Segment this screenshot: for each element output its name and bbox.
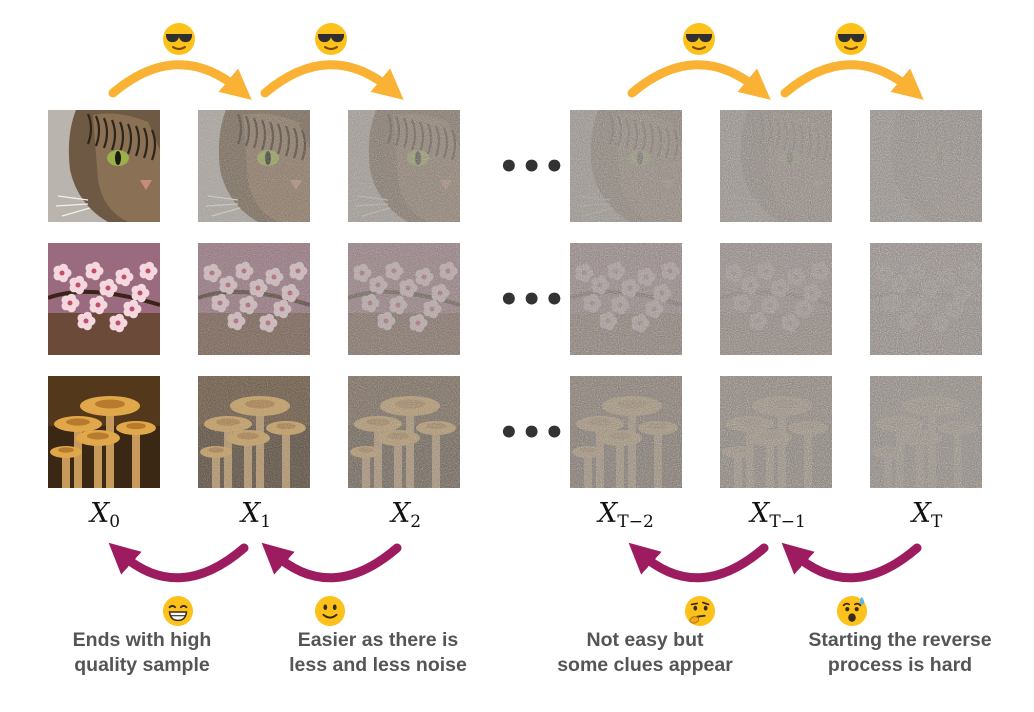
caption-high-quality: Ends with high quality sample (72, 629, 212, 676)
tile-blossom-5 (870, 243, 982, 355)
ellipsis-row-3: ••• (498, 413, 567, 453)
label-xt-2: XT−2 (598, 498, 654, 532)
forward-arrow-0-1 (108, 60, 252, 100)
sunglasses-face-icon (163, 23, 195, 55)
thinking-face-icon (684, 595, 716, 627)
label-x1: X1 (240, 498, 272, 532)
anxious-sweat-face-icon (836, 595, 868, 627)
tile-cat-0 (48, 110, 160, 222)
sunglasses-face-icon (835, 23, 867, 55)
reverse-arrow-1-0 (108, 542, 249, 583)
tile-cat-3 (570, 110, 682, 222)
label-x2: X2 (390, 498, 422, 532)
reverse-arrows (108, 542, 922, 583)
forward-arrow-t2-t1 (627, 60, 771, 100)
sunglasses-face-icon (683, 23, 715, 55)
smiling-face-icon (314, 595, 346, 627)
tile-mushroom-4 (720, 376, 832, 488)
ellipsis-row-2: ••• (498, 280, 567, 320)
tile-blossom-4 (720, 243, 832, 355)
tile-cat-4 (720, 110, 832, 222)
reverse-arrow-2-1 (261, 542, 402, 583)
tile-mushroom-2 (348, 376, 460, 488)
tile-blossom-2 (348, 243, 460, 355)
tile-cat-5 (870, 110, 982, 222)
tile-mushroom-1 (198, 376, 310, 488)
sunglasses-face-icon (315, 23, 347, 55)
tile-blossom-0 (48, 243, 160, 355)
tile-blossom-3 (570, 243, 682, 355)
tile-mushroom-3 (570, 376, 682, 488)
caption-reverse-hard: Starting the reverse process is hard (808, 629, 992, 676)
caption-some-clues: Not easy but some clues appear (557, 629, 733, 676)
tile-cat-1 (198, 110, 310, 222)
reverse-arrow-t-t1 (781, 542, 922, 583)
tile-blossom-1 (198, 243, 310, 355)
label-x0: X0 (89, 498, 121, 532)
reverse-arrow-t1-t2 (628, 542, 769, 583)
caption-less-noise: Easier as there is less and less noise (289, 629, 467, 676)
tile-mushroom-5 (870, 376, 982, 488)
grinning-face-icon (162, 595, 194, 627)
forward-arrow-1-2 (260, 60, 404, 100)
label-xt-1: XT−1 (750, 498, 806, 532)
tile-cat-2 (348, 110, 460, 222)
label-xt: XT (911, 498, 943, 532)
forward-arrow-t1-t (780, 60, 924, 100)
ellipsis-row-1: ••• (498, 147, 567, 187)
tile-mushroom-0 (48, 376, 160, 488)
forward-arrows (108, 60, 924, 100)
